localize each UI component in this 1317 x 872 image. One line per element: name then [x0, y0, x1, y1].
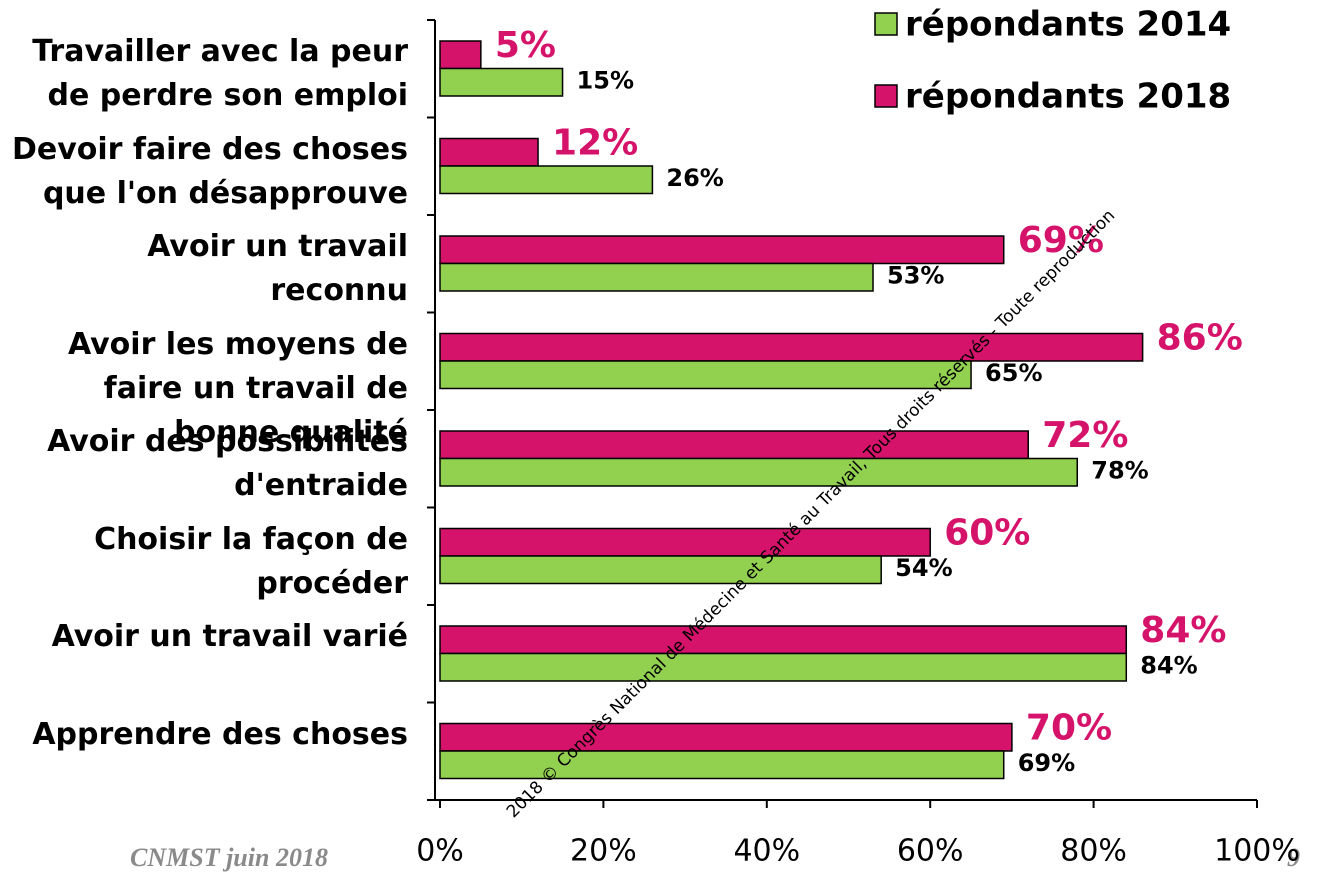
legend-label: répondants 2018	[905, 77, 1231, 117]
value-label: 78%	[1091, 457, 1148, 485]
bar	[439, 137, 539, 167]
value-label: 69%	[1018, 220, 1104, 261]
x-tick-label: 80%	[1060, 834, 1127, 869]
value-label: 84%	[1140, 610, 1226, 651]
value-label: 53%	[887, 262, 944, 290]
legend-swatch	[874, 84, 898, 108]
value-label: 72%	[1042, 415, 1128, 456]
value-label: 12%	[552, 123, 638, 164]
x-tick-label: 20%	[570, 834, 637, 869]
bar	[439, 652, 1128, 682]
bar	[439, 332, 1144, 362]
legend-swatch	[874, 12, 898, 36]
bar	[439, 165, 654, 195]
bar	[439, 67, 564, 97]
x-tick-label: 40%	[733, 834, 800, 869]
bar	[439, 262, 874, 292]
value-label: 86%	[1157, 318, 1243, 359]
value-label: 69%	[1018, 749, 1075, 777]
category-label: Avoir un travail reconnu	[147, 229, 408, 308]
page-number: 9	[1287, 843, 1300, 872]
bar	[439, 555, 882, 585]
category-label: Travailler avec la peur de perdre son em…	[32, 34, 408, 113]
bar	[439, 722, 1013, 752]
bar	[439, 527, 931, 557]
category-label: Apprendre des choses	[32, 716, 408, 752]
value-label: 60%	[944, 513, 1030, 554]
footer: CNMST juin 2018	[130, 843, 328, 872]
category-label: Avoir des possibilités d'entraide	[47, 424, 408, 503]
bar	[439, 40, 482, 70]
bar	[439, 625, 1128, 655]
category-label: Devoir faire des choses que l'on désappr…	[11, 131, 408, 211]
value-label: 5%	[495, 25, 556, 66]
bar	[439, 750, 1005, 780]
bar	[439, 235, 1005, 265]
category-label: Choisir la façon de procéder	[94, 521, 408, 601]
bar	[439, 430, 1029, 460]
category-label: Avoir les moyens de faire un travail de …	[67, 326, 408, 450]
value-label: 65%	[985, 359, 1042, 387]
x-tick-label: 100%	[1214, 834, 1300, 869]
value-label: 84%	[1140, 652, 1197, 680]
x-tick-label: 0%	[416, 834, 464, 869]
bar	[439, 360, 972, 390]
category-label: Avoir un travail varié	[51, 619, 408, 654]
bar	[439, 457, 1079, 487]
value-label: 26%	[666, 164, 723, 192]
x-tick-label: 60%	[897, 834, 964, 869]
value-label: 15%	[577, 67, 634, 95]
value-label: 54%	[895, 554, 952, 582]
value-label: 70%	[1026, 708, 1112, 749]
legend-label: répondants 2014	[905, 5, 1231, 45]
